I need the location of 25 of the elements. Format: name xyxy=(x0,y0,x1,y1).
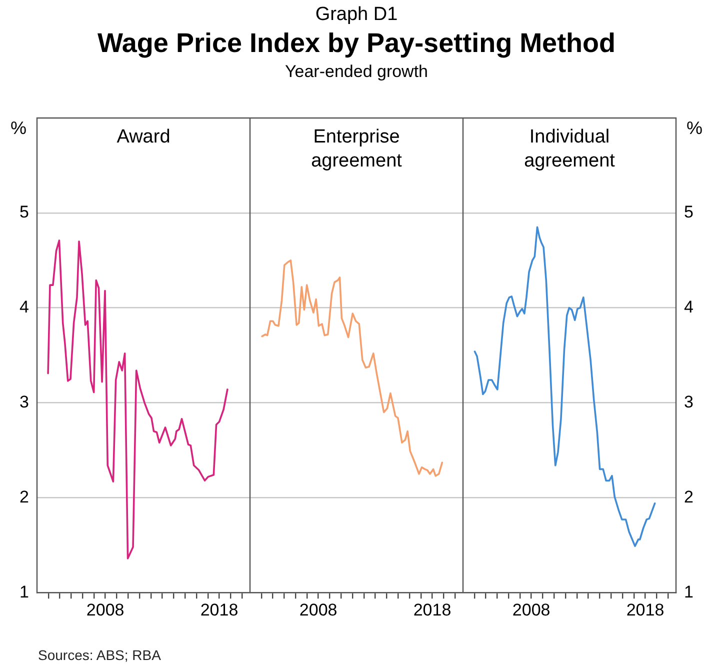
text: Award xyxy=(116,126,170,148)
y2-tick-label: 4 xyxy=(684,298,694,317)
text: Year-ended growth xyxy=(284,62,430,82)
caption: Graph D1 xyxy=(314,3,399,27)
y2-tick-label: 5 xyxy=(684,202,694,222)
x-tick-label: 2018 xyxy=(200,600,238,620)
y-tick-label: 3 xyxy=(20,392,29,412)
x-tick-label: 2008 xyxy=(299,600,338,620)
y-tick-label: 5 xyxy=(20,202,29,222)
text: Wage Price Index by Pay-setting Method xyxy=(96,28,617,60)
y-tick-label: 2 xyxy=(20,487,29,506)
y-axis-title: % xyxy=(10,118,27,138)
y2-tick-label: 1 xyxy=(684,582,694,602)
y-tick-label: 1 xyxy=(20,582,29,602)
text: Enterprise agreement xyxy=(311,126,403,172)
y2-tick-label: 3 xyxy=(684,392,694,412)
text: Individual agreement xyxy=(524,126,616,172)
x-tick-label: 2018 xyxy=(413,600,452,620)
x-tick-label: 2018 xyxy=(626,600,664,620)
x-tick-label: 2008 xyxy=(86,600,124,620)
y2-axis-title: % xyxy=(686,118,703,138)
y-tick-label: 4 xyxy=(20,298,29,317)
y2-tick-label: 2 xyxy=(684,487,694,506)
source-note: Sources: ABS; RBA xyxy=(37,646,162,663)
x-tick-label: 2008 xyxy=(512,600,550,620)
